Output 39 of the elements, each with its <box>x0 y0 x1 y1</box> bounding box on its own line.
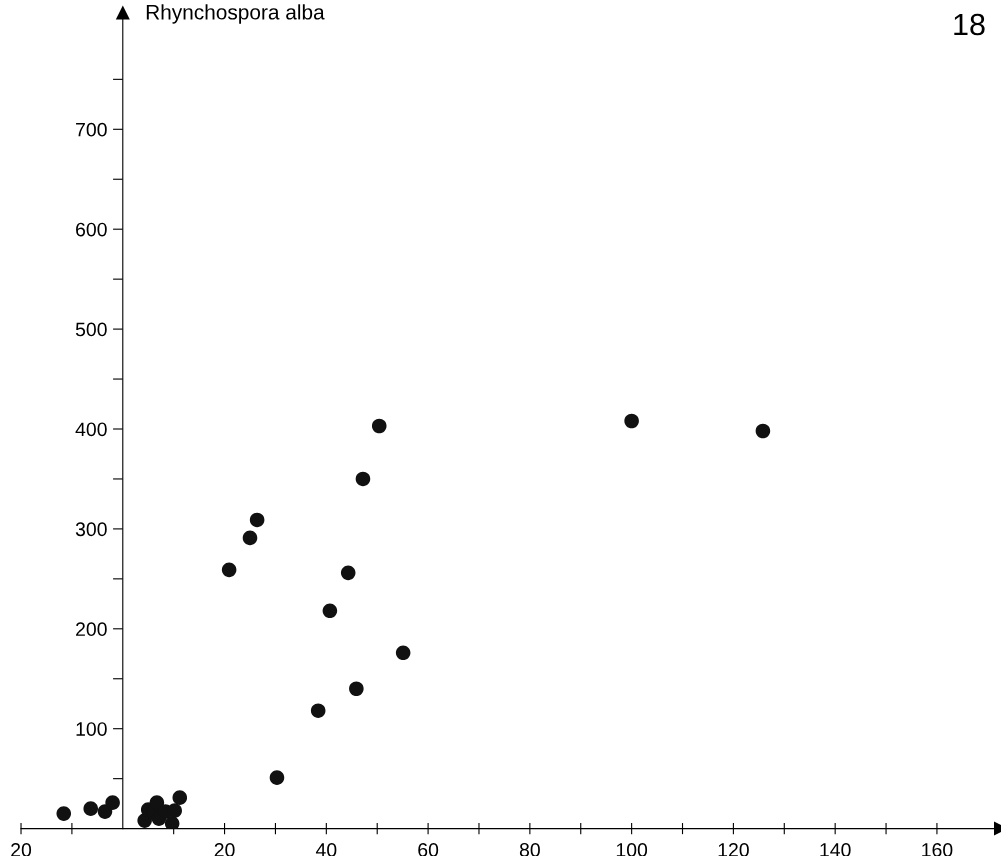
x-tick-label: 40 <box>315 843 337 856</box>
point <box>221 562 237 578</box>
point <box>395 645 411 661</box>
y-tick-label: 200 <box>76 622 107 637</box>
y-tick-label: 400 <box>75 422 107 437</box>
point <box>755 423 771 439</box>
point <box>355 471 371 487</box>
point <box>340 565 356 581</box>
x-tick-label: 80 <box>519 843 540 856</box>
point <box>322 603 338 619</box>
x-tick-label: 120 <box>718 843 749 856</box>
annotation: 18 <box>954 13 985 36</box>
point <box>242 530 258 546</box>
point <box>167 803 182 818</box>
point <box>349 681 364 697</box>
point <box>105 795 120 810</box>
point <box>310 703 326 719</box>
x-tick-label: 140 <box>820 843 851 856</box>
y-tick-label: 700 <box>76 122 107 137</box>
x-tick-label: 20 <box>11 843 32 856</box>
point <box>56 806 72 821</box>
point <box>269 770 285 785</box>
y-tick-label: 100 <box>76 722 107 736</box>
point <box>249 512 265 528</box>
y-tick-label: 600 <box>76 222 107 237</box>
x-tick-label: 20 <box>214 843 235 856</box>
point <box>624 413 639 429</box>
point <box>164 816 180 829</box>
x-tick-label: 100 <box>616 843 648 856</box>
x-tick-label: 160 <box>922 843 953 856</box>
point <box>172 790 188 805</box>
chart-title: Rhynchospora alba <box>146 4 325 24</box>
x-tick-label: 60 <box>418 843 439 856</box>
point <box>149 795 165 810</box>
point <box>371 418 387 434</box>
y-tick-label: 500 <box>75 322 107 337</box>
y-tick-label: 300 <box>75 522 107 537</box>
point <box>97 804 113 819</box>
point <box>83 801 99 816</box>
